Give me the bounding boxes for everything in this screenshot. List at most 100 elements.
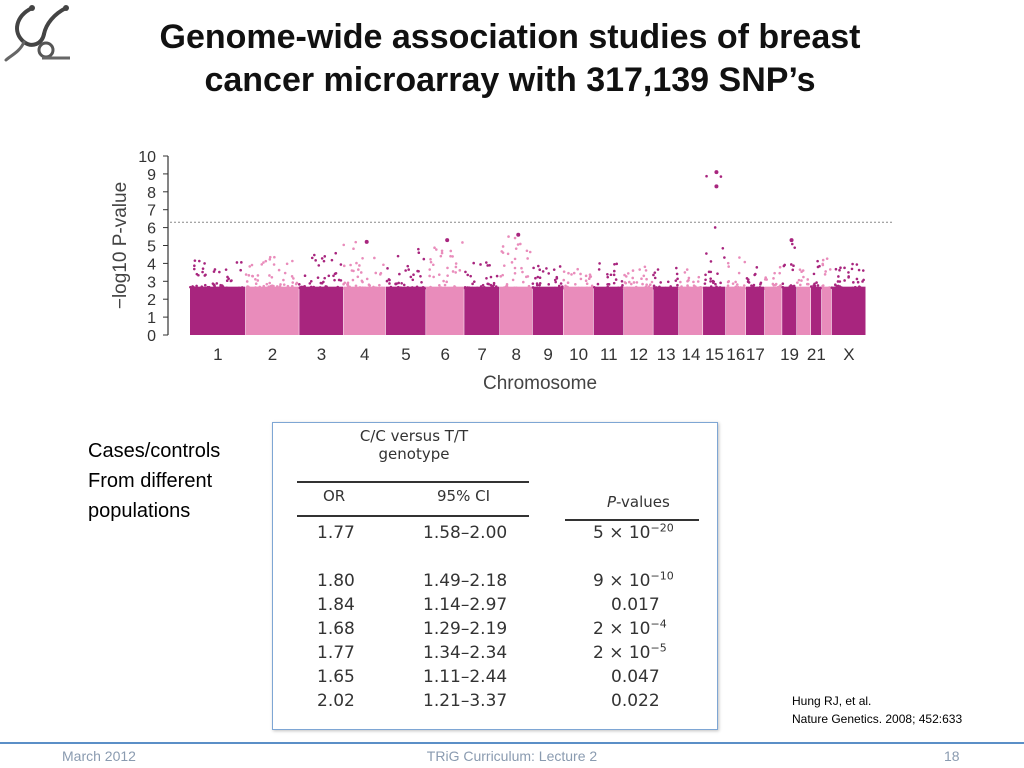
snp-point [537,264,540,268]
snp-point [272,263,276,266]
snp-point [301,285,305,289]
snp-point [489,283,493,287]
notable-snp-point [364,239,369,244]
snp-point [676,277,679,281]
snp-point [639,287,643,290]
snp-point [511,278,515,282]
snp-point [687,286,690,290]
plot-axes [163,155,892,336]
snp-point [385,279,389,283]
snp-point [674,287,678,290]
snp-point [357,287,361,290]
snp-point [219,287,222,290]
side-note-line-1: Cases/controls [88,440,221,462]
snp-point [797,278,801,282]
snp-point [774,283,777,287]
snp-point [320,257,324,260]
snp-point [268,274,271,277]
snp-point [735,283,739,286]
y-tick-label: 10 [138,149,156,166]
snp-point [803,287,806,290]
snp-point [618,287,621,290]
snp-point [506,252,510,256]
column-header-p-text: -values [616,493,670,511]
snp-point [800,270,803,274]
snp-point [309,279,313,283]
snp-point [336,285,340,289]
x-tick-label: 1 [213,345,222,364]
snp-point [342,287,346,290]
x-tick-label: 17 [746,345,765,364]
snp-point [404,269,407,272]
snp-point [613,262,616,266]
snp-point [534,287,538,290]
snp-point [423,287,427,290]
snp-point [435,287,439,290]
snp-point [235,261,239,264]
snp-point [268,281,271,285]
snp-point [723,256,726,259]
snp-point [838,268,841,272]
snp-point [376,287,380,290]
snp-point [601,287,605,290]
snp-point [857,268,861,272]
snp-point [653,271,657,274]
side-note: Cases/controls From different population… [88,436,278,526]
snp-point [312,285,316,289]
x-tick-label: 14 [682,345,701,364]
snp-point [839,266,842,269]
snp-point [225,279,229,283]
snp-point [334,271,338,275]
snp-point [215,287,219,290]
snp-point [816,284,820,287]
table-cell-or: 1.84 [317,595,355,615]
snp-point [310,256,314,260]
snp-point [759,283,762,286]
chromosome-band [499,286,533,335]
snp-point [269,286,273,290]
snp-point [247,274,251,277]
snp-point [254,282,258,286]
snp-point [397,287,401,290]
snp-point [451,270,455,273]
snp-point [526,257,529,260]
snp-point [855,263,859,266]
snp-point [807,282,810,286]
snp-point [431,263,435,267]
snp-point [283,271,287,275]
snp-point [816,259,819,263]
snp-point [264,259,268,263]
snp-point [835,287,839,290]
y-tick-label: 3 [147,274,156,291]
snp-point [566,281,570,285]
snp-point [319,281,323,285]
snp-point [652,284,656,288]
chromosome-band [299,286,344,335]
snp-point [455,287,459,290]
y-tick-label: 6 [147,221,156,238]
snp-point [661,286,664,290]
snp-point [790,242,794,246]
p-exponent: −4 [650,617,667,631]
snp-point [195,284,198,288]
snp-point [535,282,539,285]
snp-point [433,246,436,249]
snp-point [273,255,276,259]
snp-point [372,285,375,289]
snp-point [588,286,591,290]
table-cell-p: 0.017 [611,595,660,615]
snp-point [764,287,767,290]
snp-point [645,283,648,286]
snp-point [751,287,755,290]
snp-point [536,275,540,279]
snp-point [713,226,717,229]
snp-point [279,283,282,286]
table-cell-ci: 1.34–2.34 [423,643,508,663]
snp-point [394,282,397,286]
snp-point [815,281,818,284]
table-cell-or: 1.80 [317,571,355,591]
snp-point [195,272,199,276]
snp-point [323,276,326,280]
snp-point [556,287,560,290]
y-tick-label: 5 [147,239,156,256]
